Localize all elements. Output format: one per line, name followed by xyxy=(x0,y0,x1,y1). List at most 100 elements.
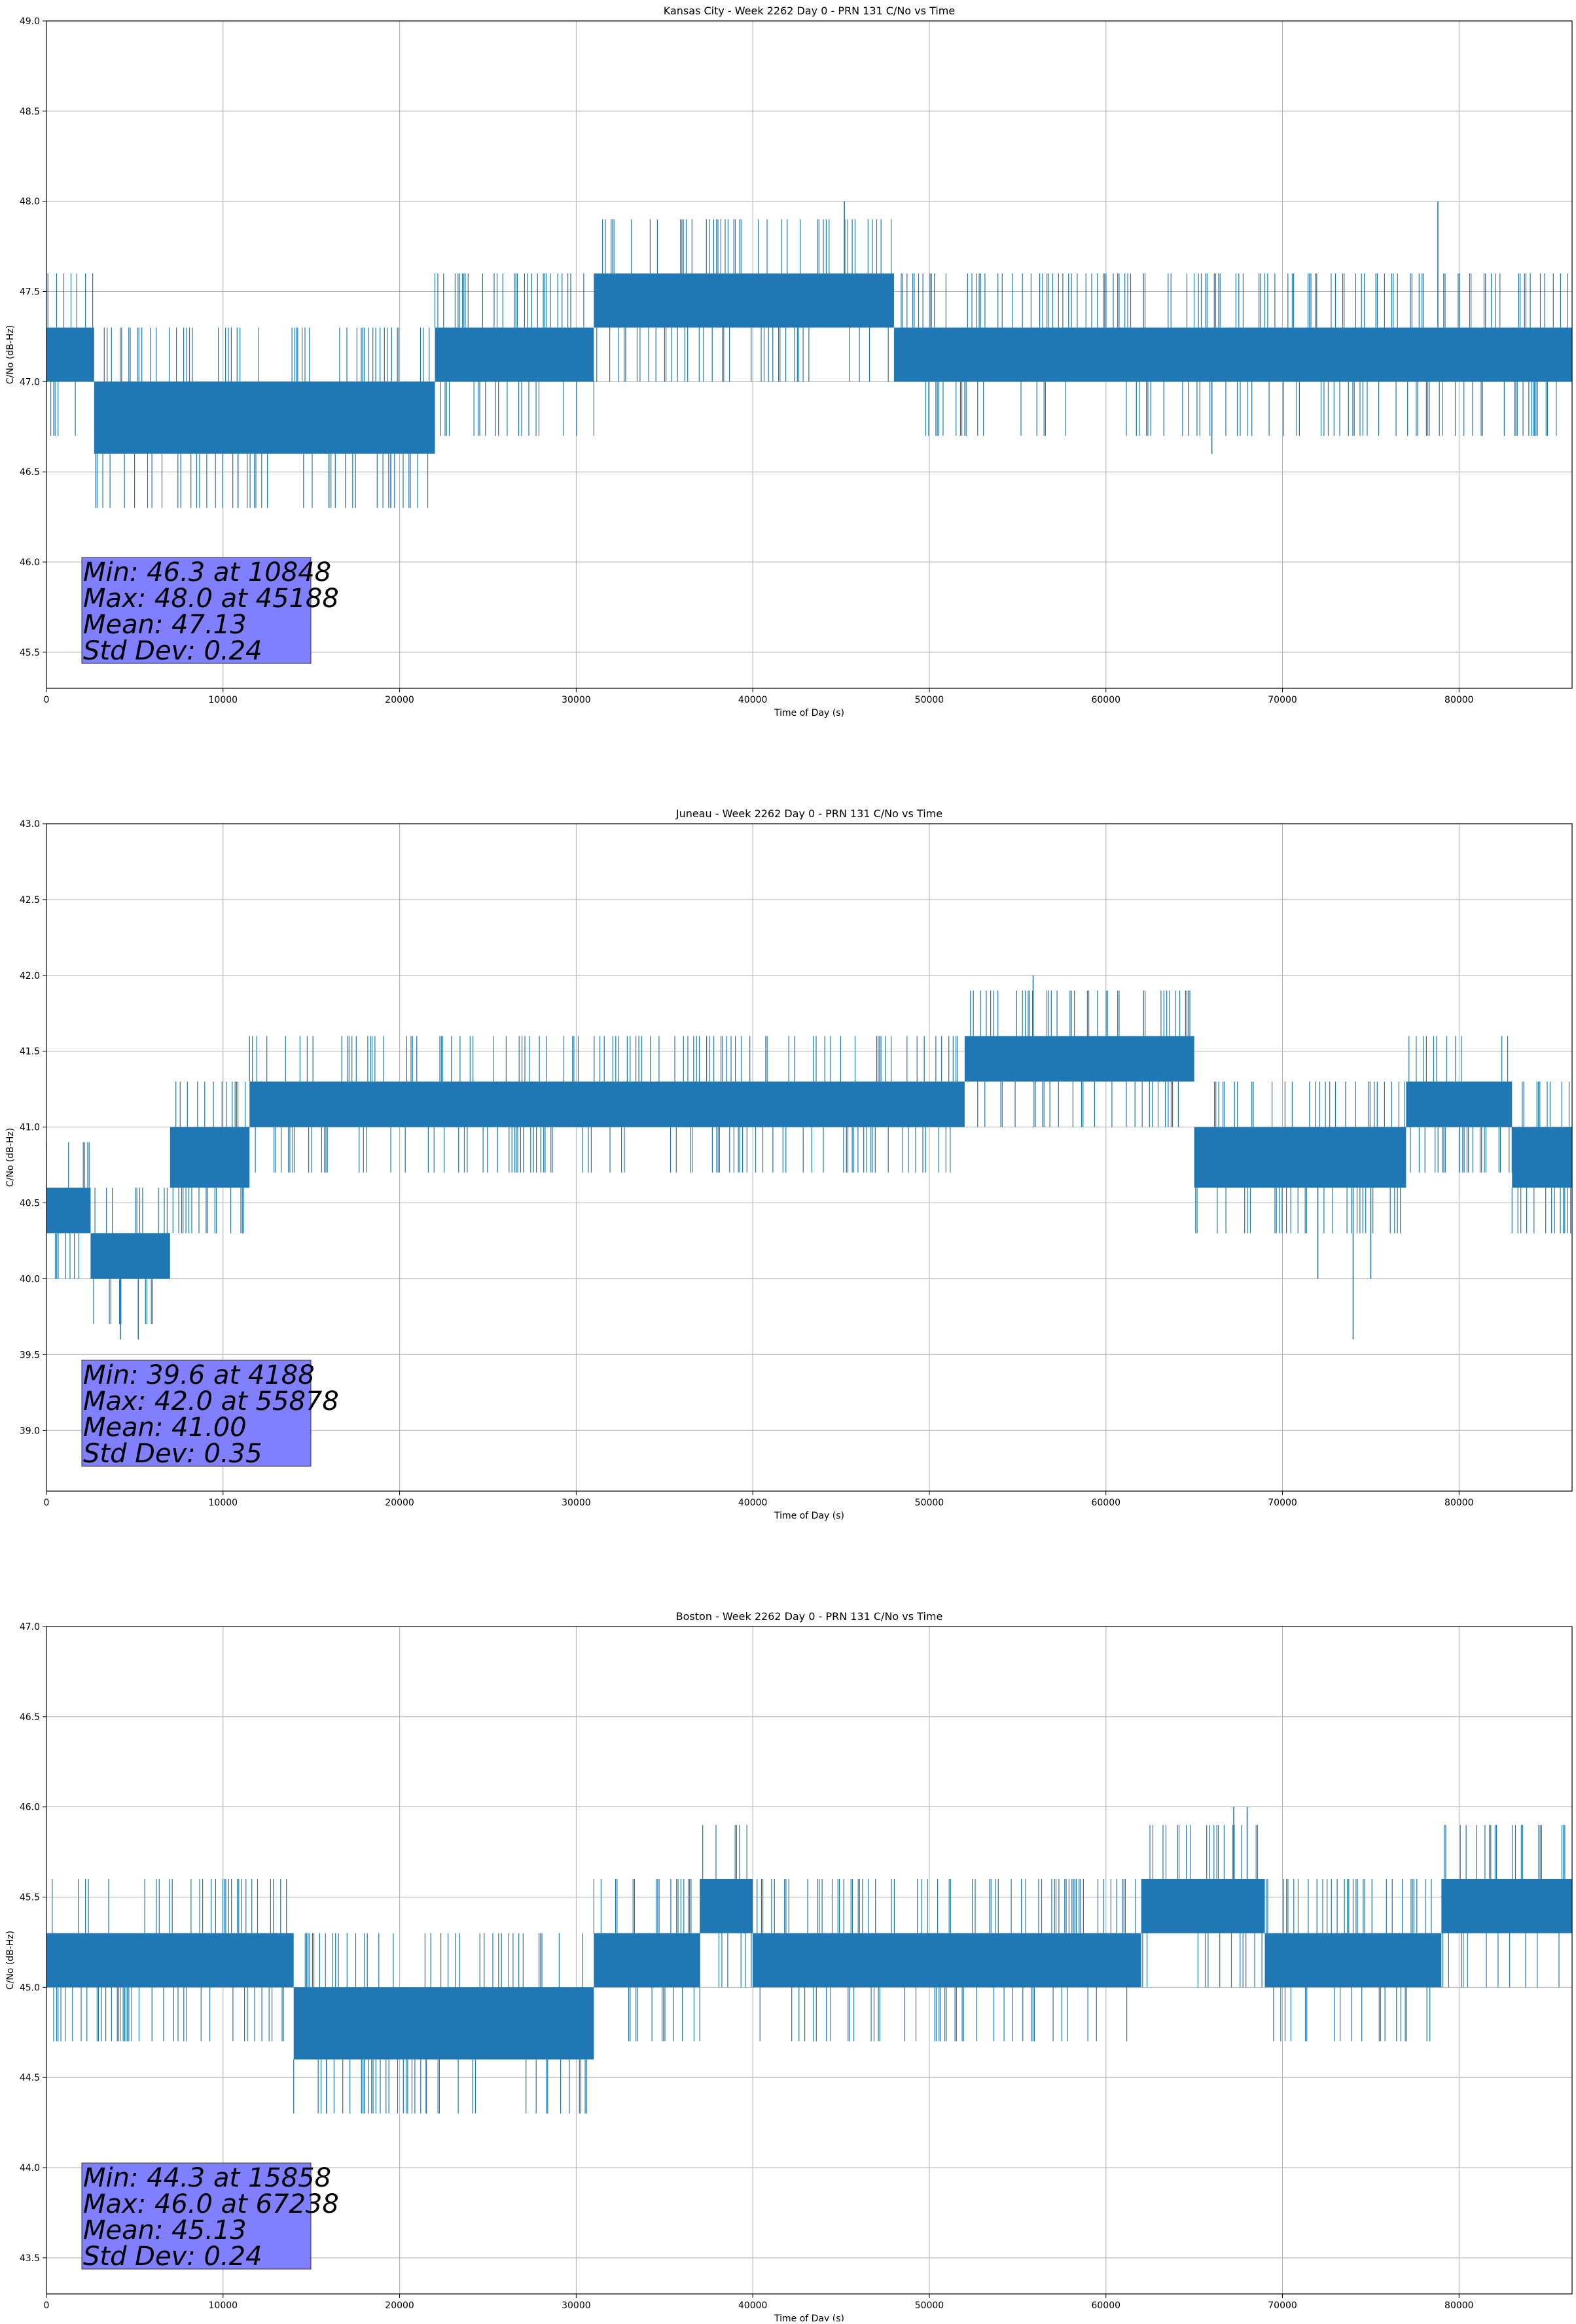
series-flicker xyxy=(52,1878,287,2042)
x-tick-label: 10000 xyxy=(209,2300,238,2311)
series-band xyxy=(700,1878,753,1933)
series-band xyxy=(46,1188,91,1233)
series-band xyxy=(90,1233,170,1279)
x-tick-label: 30000 xyxy=(562,2300,591,2311)
chart-panel-1: 0 10000 20000 30000 40000 50000 60000 70000 8000… xyxy=(5,5,1573,718)
series-band xyxy=(894,327,1572,382)
x-tick-label: 20000 xyxy=(385,2300,414,2311)
y-tick-label: 45.0 xyxy=(20,1982,40,1993)
series-flicker xyxy=(1195,1082,1405,1233)
stats-line: Max: 42.0 at 55878 xyxy=(83,1386,339,1417)
series-band xyxy=(46,327,94,382)
x-tick-label: 80000 xyxy=(1444,695,1474,705)
series-band-group xyxy=(46,1878,1572,2060)
y-tick-label: 44.5 xyxy=(20,2073,40,2083)
x-tick-label: 50000 xyxy=(915,2300,944,2311)
y-tick-label: 45.5 xyxy=(20,1893,40,1903)
x-tick-label: 30000 xyxy=(562,695,591,705)
series-band xyxy=(1512,1127,1572,1188)
y-tick-label: 39.0 xyxy=(20,1426,40,1436)
y-tick-label: 46.0 xyxy=(20,1803,40,1813)
stats-line: Mean: 47.13 xyxy=(83,610,247,640)
stats-box xyxy=(81,1360,312,1467)
series-flicker xyxy=(1142,1825,1263,1988)
series-band xyxy=(1194,1127,1406,1188)
x-tick-label: 70000 xyxy=(1268,695,1297,705)
y-tick-label: 46.5 xyxy=(20,1712,40,1723)
series-flicker xyxy=(970,991,1191,1127)
data-series xyxy=(46,991,1571,1324)
series-band xyxy=(293,1987,594,2060)
series-flicker xyxy=(434,273,594,436)
series-flicker xyxy=(95,327,430,508)
stats-line: Min: 46.3 at 10848 xyxy=(83,557,331,588)
x-tick-label: 0 xyxy=(44,695,50,705)
series-flicker xyxy=(593,1878,700,2042)
series-band xyxy=(249,1082,965,1127)
series-band-group xyxy=(46,273,1572,454)
x-tick-label: 10000 xyxy=(209,695,238,705)
series-flicker xyxy=(172,1082,246,1233)
y-tick-label: 46.5 xyxy=(20,467,40,478)
chart-title: Kansas City - Week 2262 Day 0 - PRN 131 … xyxy=(664,5,955,17)
stats-line: Min: 44.3 at 15858 xyxy=(83,2163,331,2193)
series-band xyxy=(1141,1878,1265,1933)
series-band xyxy=(435,327,594,382)
series-band xyxy=(1264,1933,1442,1988)
series-flicker xyxy=(47,273,94,436)
axes-frame xyxy=(46,1626,1573,2295)
chart-title: Juneau - Week 2262 Day 0 - PRN 131 C/No … xyxy=(675,807,942,820)
axes-frame xyxy=(46,20,1573,689)
series-band xyxy=(94,381,435,454)
x-tick-label: 60000 xyxy=(1091,1498,1120,1508)
series-flicker xyxy=(293,1933,587,2114)
y-tick-label: 43.5 xyxy=(20,2253,40,2264)
y-tick-label: 41.5 xyxy=(20,1047,40,1057)
data-series xyxy=(47,219,1568,508)
y-tick-label: 42.0 xyxy=(20,971,40,981)
stats-box xyxy=(81,2162,312,2270)
x-tick-label: 30000 xyxy=(562,1498,591,1508)
x-axis-label: Time of Day (s) xyxy=(774,708,844,718)
x-axis-label: Time of Day (s) xyxy=(774,1511,844,1521)
series-band xyxy=(594,273,894,328)
chart-panel-3: 0 10000 20000 30000 40000 50000 60000 70000 8000… xyxy=(5,1610,1573,2324)
x-axis-label: Time of Day (s) xyxy=(774,2314,844,2321)
x-tick-label: 0 xyxy=(44,2300,50,2311)
stats-line: Max: 48.0 at 45188 xyxy=(83,584,339,614)
series-band xyxy=(1406,1082,1513,1127)
x-tick-label: 80000 xyxy=(1444,2300,1474,2311)
series-band xyxy=(753,1933,1141,1988)
y-tick-label: 46.0 xyxy=(20,557,40,568)
x-tick-label: 60000 xyxy=(1091,695,1120,705)
series-flicker xyxy=(901,273,1568,436)
series-band xyxy=(170,1127,250,1188)
series-flicker xyxy=(1442,1825,1566,1988)
y-tick-label: 42.5 xyxy=(20,895,40,906)
stats-line: Min: 39.6 at 4188 xyxy=(83,1360,315,1390)
data-series xyxy=(52,1825,1566,2114)
series-band xyxy=(594,1933,700,1988)
y-axis-label: C/No (dB-Hz) xyxy=(5,1128,16,1187)
stats-line: Mean: 45.13 xyxy=(83,2215,247,2245)
y-tick-label: 40.0 xyxy=(20,1274,40,1284)
x-tick-label: 40000 xyxy=(738,1498,768,1508)
x-tick-label: 20000 xyxy=(385,695,414,705)
chart-panel-2: 0 10000 20000 30000 40000 50000 60000 70000 8000… xyxy=(5,807,1573,1521)
y-tick-label: 47.5 xyxy=(20,287,40,298)
x-tick-label: 20000 xyxy=(385,1498,414,1508)
x-tick-label: 10000 xyxy=(209,1498,238,1508)
y-tick-label: 48.0 xyxy=(20,197,40,207)
axes-frame xyxy=(46,823,1573,1492)
y-axis-label: C/No (dB-Hz) xyxy=(5,1931,16,1990)
stats-line: Mean: 41.00 xyxy=(83,1413,247,1443)
stats-line: Std Dev: 0.35 xyxy=(83,1439,262,1469)
x-tick-label: 40000 xyxy=(738,695,768,705)
x-tick-label: 50000 xyxy=(915,695,944,705)
x-tick-label: 70000 xyxy=(1268,2300,1297,2311)
series-band xyxy=(46,1933,294,1988)
x-tick-label: 60000 xyxy=(1091,2300,1120,2311)
stats-box xyxy=(81,557,312,664)
